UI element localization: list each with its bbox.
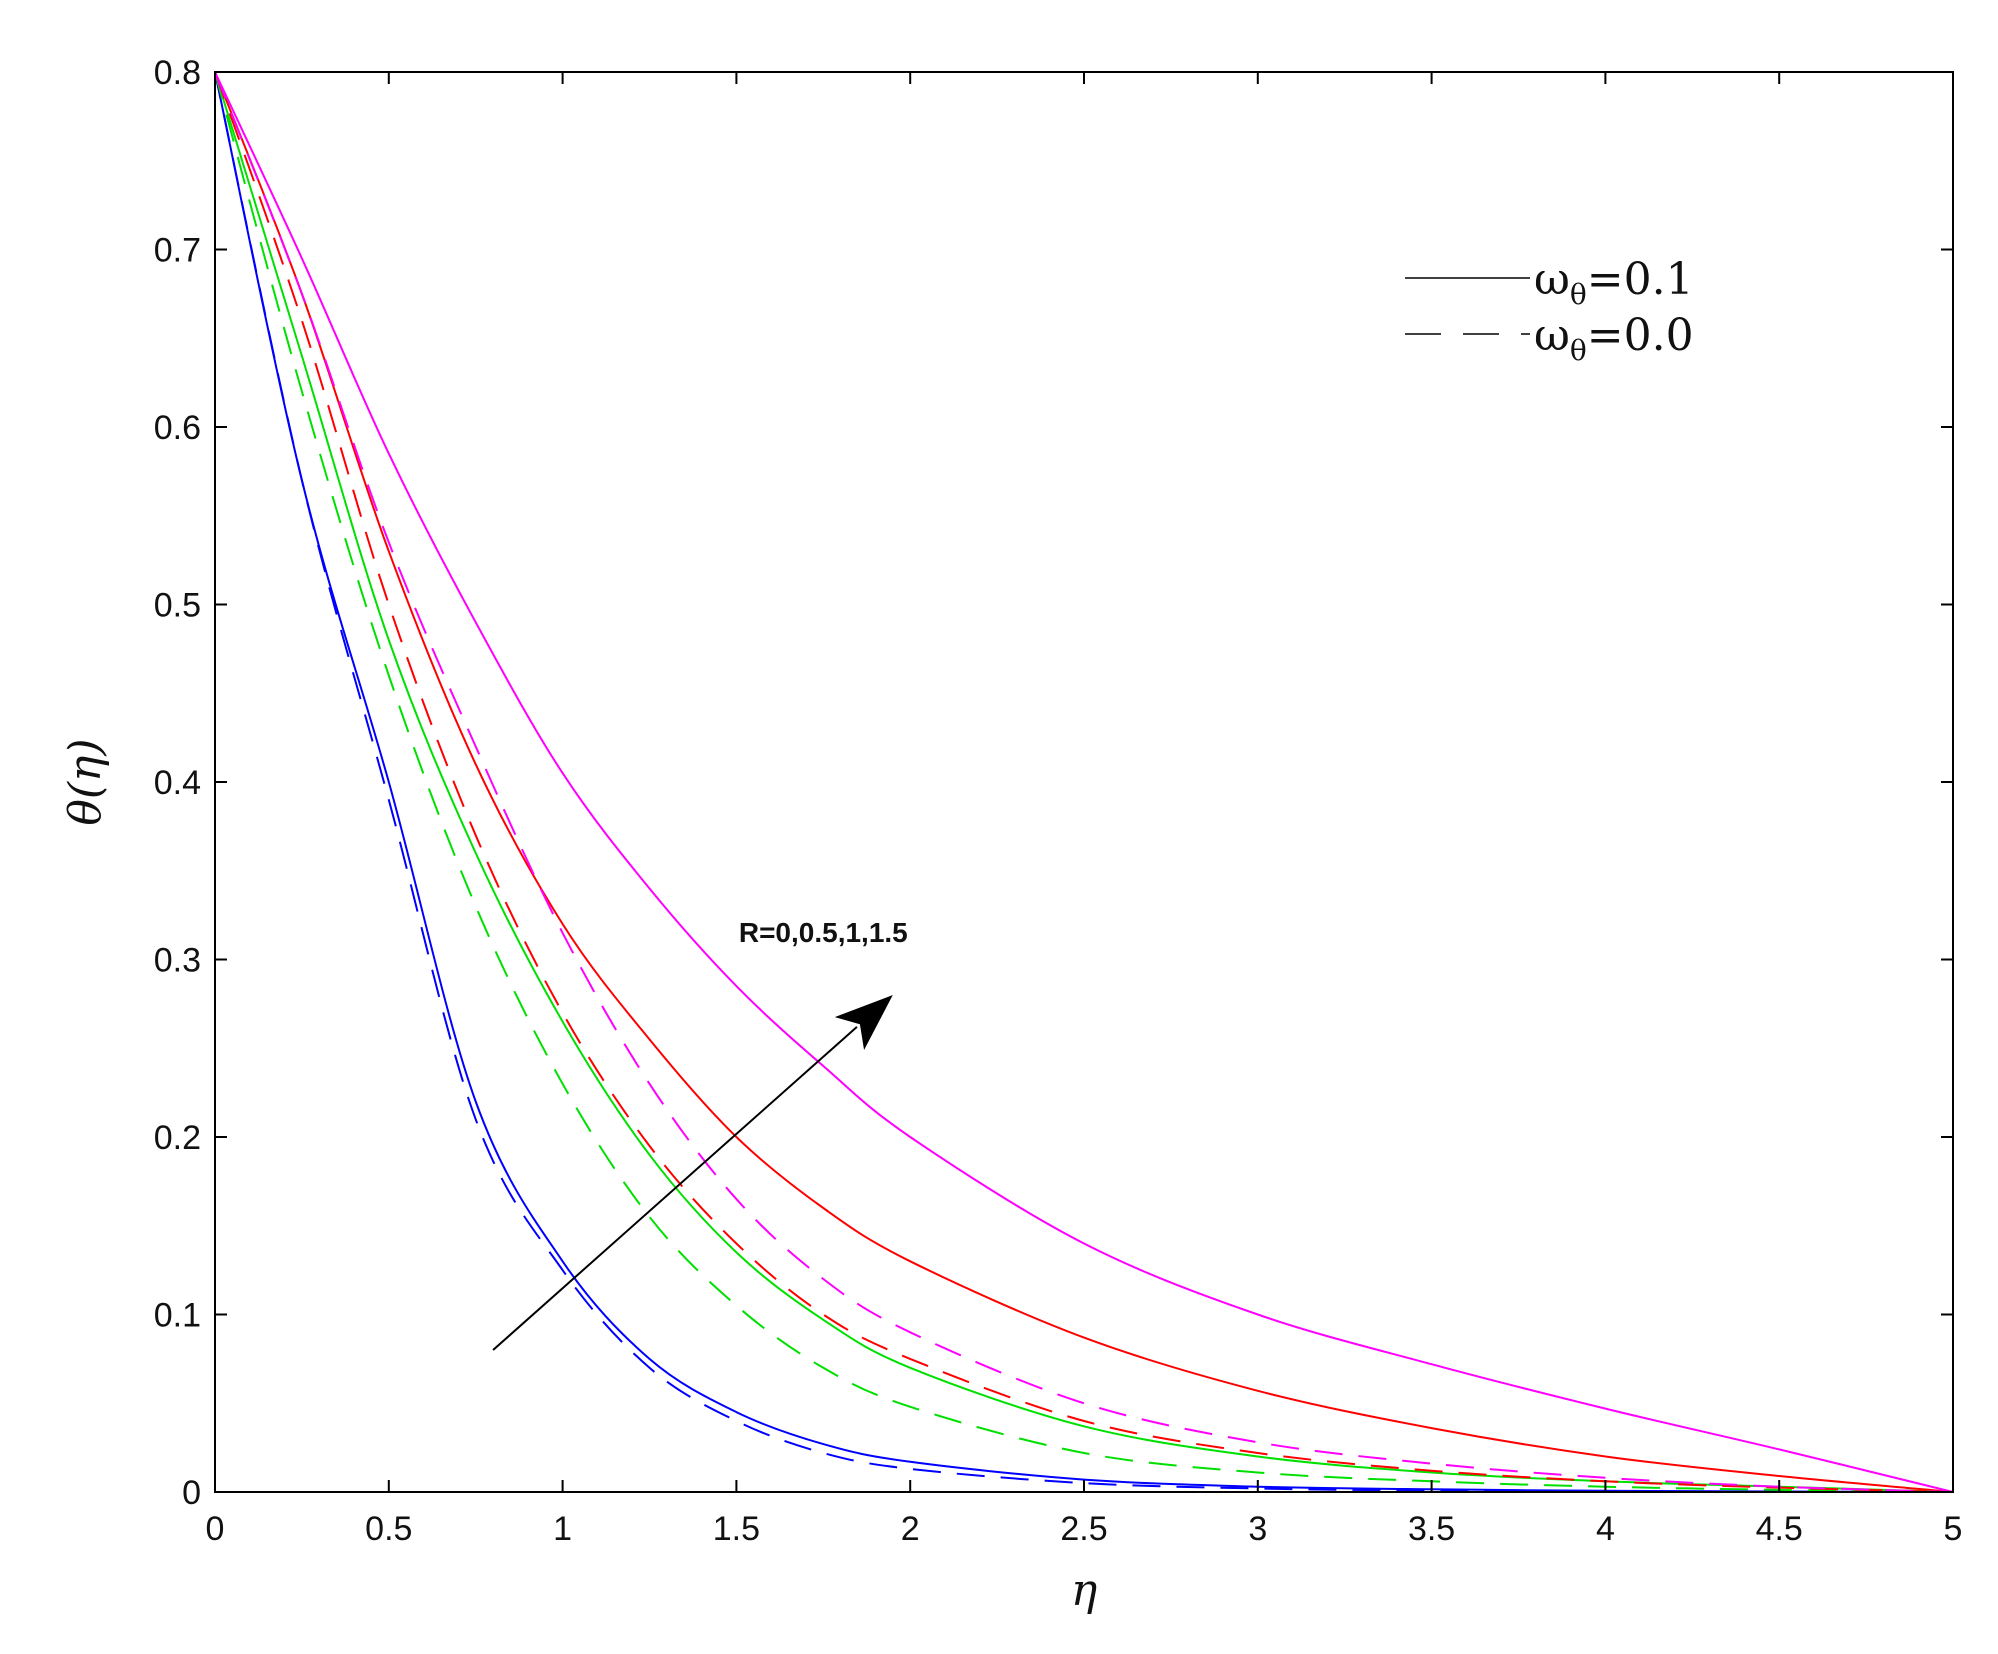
annotation: R=0,0.5,1,1.5 bbox=[492, 917, 908, 1351]
y-tick-label: 0.8 bbox=[154, 54, 201, 92]
series-line-solid-3 bbox=[214, 71, 1954, 1493]
y-tick-label: 0.1 bbox=[154, 1297, 201, 1335]
x-tick-label: 4.5 bbox=[1756, 1510, 1803, 1548]
series-line-dashed-3 bbox=[214, 71, 1954, 1493]
y-tick-label: 0.3 bbox=[154, 942, 201, 980]
x-tick-label: 1 bbox=[553, 1510, 572, 1548]
plot-frame bbox=[214, 71, 1954, 1493]
y-tick-label: 0 bbox=[182, 1474, 201, 1512]
plot-background bbox=[215, 72, 1953, 1492]
x-tick-label: 0.5 bbox=[365, 1510, 412, 1548]
series-line-solid-4 bbox=[214, 71, 1954, 1493]
y-tick-label: 0.4 bbox=[154, 764, 201, 802]
ticks-layer: 0 0.5 1 1.5 2 2.5 3 3.5 4 4.5 5 0 0.1 0.2 0.3 0.4 0.5 0.6… bbox=[154, 54, 1963, 1548]
legend-label-solid: ωθ=0.1 bbox=[1534, 254, 1694, 311]
x-tick-label: 5 bbox=[1944, 1510, 1963, 1548]
x-axis-title: η bbox=[1071, 1565, 1097, 1616]
y-tick-label: 0.2 bbox=[154, 1119, 201, 1157]
series-line-dashed-2 bbox=[214, 71, 1954, 1493]
x-tick-label: 2.5 bbox=[1060, 1510, 1107, 1548]
series-layer bbox=[214, 71, 1954, 1493]
y-tick-label: 0.5 bbox=[154, 587, 201, 625]
annotation-label: R=0,0.5,1,1.5 bbox=[739, 917, 908, 948]
y-tick-label: 0.7 bbox=[154, 232, 201, 270]
x-tick-label: 3.5 bbox=[1408, 1510, 1455, 1548]
x-tick-label: 3 bbox=[1248, 1510, 1267, 1548]
legend-label-dashed: ωθ=0.0 bbox=[1534, 310, 1694, 367]
x-tick-label: 2 bbox=[901, 1510, 920, 1548]
x-tick-label: 1.5 bbox=[713, 1510, 760, 1548]
annotation-arrow bbox=[492, 1026, 858, 1351]
y-axis-title: θ(η) bbox=[60, 738, 111, 825]
x-tick-label: 4 bbox=[1596, 1510, 1615, 1548]
x-tick-label: 0 bbox=[206, 1510, 225, 1548]
annotation-arrowhead bbox=[834, 995, 893, 1050]
y-tick-label: 0.6 bbox=[154, 409, 201, 447]
series-line-dashed-4 bbox=[214, 71, 1954, 1493]
legend: ωθ=0.1 ωθ=0.0 bbox=[1405, 254, 1694, 367]
